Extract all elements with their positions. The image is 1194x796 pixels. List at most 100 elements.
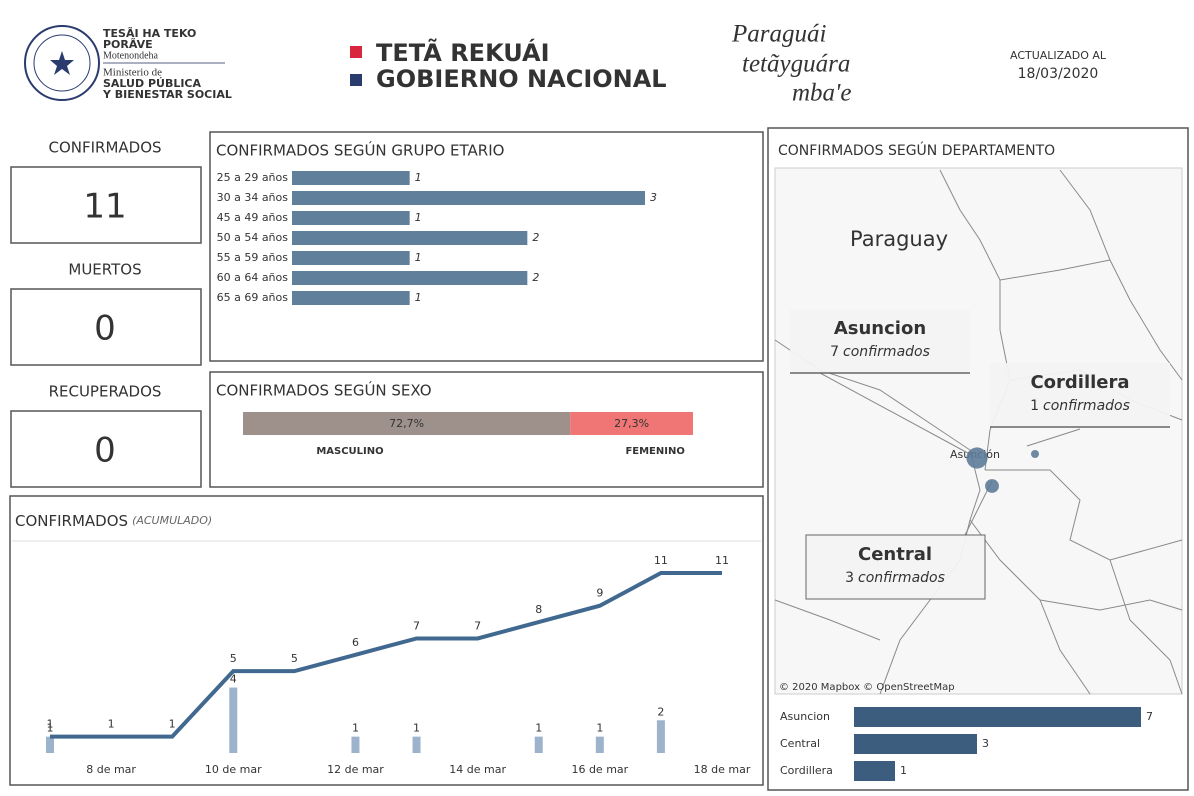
gov-text: GOBIERNO NACIONAL	[376, 65, 667, 93]
kpi-box	[10, 166, 202, 244]
callout-name: Central	[858, 544, 932, 565]
attribution: © 2020 Mapbox © OpenStreetMap	[779, 682, 955, 693]
callout-value: 1 confirmados	[1030, 398, 1130, 414]
ministry-text: Y BIENESTAR SOCIAL	[102, 88, 232, 101]
kpi-value: 0	[94, 309, 116, 349]
category-label: 30 a 34 años	[217, 191, 289, 204]
slogan: tetãyguára	[742, 51, 850, 78]
slogan: mba'e	[792, 80, 852, 107]
daily-bar	[595, 736, 604, 753]
point-label: 6	[352, 636, 359, 649]
callout-box	[805, 534, 986, 600]
point-label: 7	[474, 619, 481, 632]
updated-date: 18/03/2020	[1018, 66, 1099, 82]
country-label: Paraguay	[850, 227, 948, 251]
callout-value: 3 confirmados	[845, 570, 945, 586]
bar	[292, 271, 528, 285]
point-label: 1	[108, 718, 115, 731]
ministry-text: TESÃI HA TEKO	[103, 27, 196, 40]
category-label: Central	[780, 737, 820, 750]
bar	[292, 171, 410, 185]
ministry-logo: TESÃI HA TEKO PORÃVE Motenondeha Ministe…	[24, 25, 232, 101]
bar	[292, 291, 410, 305]
point-label: 5	[230, 652, 237, 665]
callout-line	[1026, 428, 1081, 447]
title-sub: (ACUMULADO)	[132, 514, 212, 527]
daily-bar	[46, 736, 54, 753]
callout-name: Cordillera	[1030, 372, 1129, 393]
value-label: 7	[1146, 710, 1153, 723]
kpi-value: 0	[94, 431, 116, 471]
chart-title: CONFIRMADOS SEGÚN DEPARTAMENTO	[778, 141, 1055, 159]
ministry-text: SALUD PÚBLICA	[103, 77, 201, 90]
bar-label: 1	[535, 722, 542, 735]
category-label: 50 a 54 años	[217, 231, 289, 244]
category-label: 25 a 29 años	[217, 171, 289, 184]
age-panel	[209, 131, 764, 362]
legend-label: FEMENINO	[625, 446, 684, 457]
daily-bar	[412, 736, 421, 753]
point-label: 8	[535, 603, 542, 616]
value-label: 1	[415, 211, 422, 224]
bar	[292, 251, 410, 265]
point-label: 9	[596, 587, 603, 600]
chart-title: CONFIRMADOS (ACUMULADO)	[15, 512, 212, 530]
map-point	[1031, 450, 1039, 458]
daily-bar	[351, 736, 360, 753]
bar-label: 1	[413, 722, 420, 735]
ministry-text: PORÃVE	[103, 38, 153, 51]
callout-box	[790, 310, 970, 373]
x-tick-label: 12 de mar	[327, 763, 384, 776]
daily-bar	[229, 687, 238, 753]
daily-bar	[656, 720, 665, 753]
point-label: 11	[715, 554, 729, 567]
segment-label: 72,7%	[389, 417, 424, 430]
bar-label: 1	[352, 722, 359, 735]
map-area	[774, 167, 1183, 695]
category-label: 65 a 69 años	[217, 291, 289, 304]
value-label: 1	[415, 251, 422, 264]
kpi-label: MUERTOS	[68, 261, 141, 279]
category-label: 60 a 64 años	[217, 271, 289, 284]
bar-label: 1	[47, 722, 54, 735]
value-label: 1	[415, 291, 422, 304]
seal-inner	[33, 34, 91, 92]
kpi-label: CONFIRMADOS	[48, 139, 161, 157]
callout-number: 7	[830, 344, 839, 360]
category-label: Cordillera	[780, 764, 833, 777]
seal-star	[50, 51, 74, 75]
bar	[292, 231, 528, 245]
point-label: 5	[291, 652, 298, 665]
trend-panel	[9, 495, 764, 786]
seal	[24, 25, 100, 101]
bar	[292, 211, 410, 225]
x-tick-label: 8 de mar	[86, 763, 136, 776]
x-tick-label: 18 de mar	[694, 763, 751, 776]
updated-label: ACTUALIZADO AL	[1010, 49, 1107, 62]
category-label: Asuncion	[780, 710, 830, 723]
value-label: 1	[415, 171, 422, 184]
red-square	[350, 46, 362, 58]
value-label: 2	[532, 231, 539, 244]
legend-label: MASCULINO	[316, 446, 383, 457]
segment	[570, 412, 693, 435]
category-label: 55 a 59 años	[217, 251, 289, 264]
kpi-label: RECUPERADOS	[49, 383, 162, 401]
gov-text: TETÃ REKUÁI	[376, 38, 550, 67]
callout-unit: confirmados	[843, 344, 930, 360]
map-point	[966, 447, 988, 469]
bar	[292, 191, 645, 205]
title-main: CONFIRMADOS	[15, 512, 128, 530]
map-point	[985, 479, 999, 493]
chart-title: CONFIRMADOS SEGÚN GRUPO ETARIO	[216, 141, 504, 160]
segment	[243, 412, 571, 435]
bar	[854, 707, 1141, 727]
ministry-text: Motenondeha	[103, 50, 159, 61]
ministry-text: Ministerio de	[103, 67, 162, 79]
segment-label: 27,3%	[614, 417, 649, 430]
value-label: 3	[982, 737, 989, 750]
callout-unit: confirmados	[858, 570, 945, 586]
slogan: Paraguái	[731, 21, 827, 48]
bar-label: 2	[657, 705, 664, 718]
